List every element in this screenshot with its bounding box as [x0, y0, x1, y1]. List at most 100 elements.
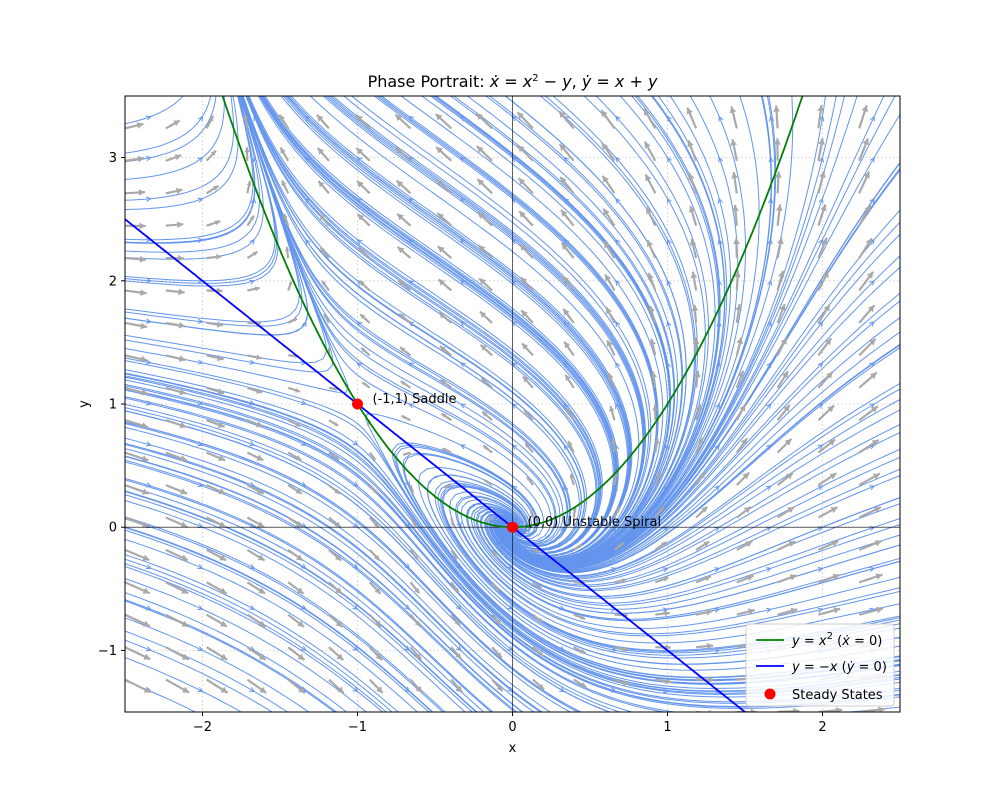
streamline	[125, 516, 446, 712]
vector-arrowhead	[609, 406, 615, 412]
streamline	[125, 477, 494, 712]
streamline-arrow	[559, 646, 566, 651]
streamline-arrow	[197, 359, 204, 365]
vector-arrowhead	[697, 438, 703, 445]
vector-arrowhead	[610, 439, 616, 445]
legend-entry-label-part: x	[818, 634, 827, 649]
legend-entry-label-part: (	[833, 634, 842, 649]
steady-state-points	[352, 398, 518, 533]
streamline-arrow	[408, 403, 415, 409]
streamline-arrow	[817, 607, 824, 613]
legend-entry-label-part: = 0)	[854, 660, 887, 675]
streamline	[125, 96, 212, 154]
vector-arrowhead	[355, 114, 363, 122]
streamline	[125, 96, 239, 211]
vector-arrowhead	[733, 237, 740, 245]
streamline	[125, 599, 338, 712]
vector-arrowhead	[689, 238, 697, 246]
vector-arrowhead	[862, 138, 869, 146]
streamline-arrow	[197, 237, 204, 244]
vector-arrowhead	[295, 521, 303, 528]
streamline-arrow	[198, 115, 204, 122]
vector-arrowhead	[864, 204, 871, 212]
vector-arrowhead	[296, 587, 304, 594]
vector-arrowhead	[143, 620, 150, 627]
vector-arrowhead	[606, 307, 612, 315]
legend-entry-label-part: y	[791, 634, 800, 649]
y-tick-label: −1	[98, 644, 117, 659]
x-tick-label: 0	[508, 720, 516, 735]
vector-arrowhead	[178, 355, 186, 362]
vector-arrowhead	[361, 348, 366, 353]
streamline	[309, 96, 640, 560]
streamline	[497, 96, 687, 564]
vector-arrowhead	[437, 246, 445, 253]
vector-arrowhead	[257, 554, 265, 561]
vector-arrowhead	[730, 139, 737, 146]
vector-arrowhead	[295, 488, 302, 494]
x-axis-label: x	[509, 741, 517, 756]
vector-arrowhead	[143, 686, 151, 693]
vector-arrowhead	[495, 586, 500, 592]
streamline	[488, 423, 900, 582]
vector-arrowhead	[736, 337, 744, 345]
chart-title-text-part: Phase Portrait:	[368, 72, 490, 91]
streamline	[496, 96, 885, 568]
vector-arrowhead	[455, 653, 462, 659]
streamline-arrow	[714, 485, 721, 491]
vector-arrowhead	[397, 213, 404, 221]
vector-arrowhead	[873, 506, 881, 513]
vector-arrowhead	[357, 214, 365, 221]
vector-arrowhead	[357, 181, 364, 188]
vector-arrowhead	[285, 246, 290, 252]
streamline-arrow	[145, 196, 152, 202]
chart-title-text-part: +	[624, 72, 648, 91]
y-tick-label: 3	[109, 151, 117, 166]
annotation-label: (0,0) Unstable Spiral	[528, 515, 662, 530]
vector-arrowhead	[177, 255, 185, 262]
vector-arrowhead	[650, 371, 657, 378]
vector-arrowhead	[649, 338, 656, 346]
streamline-arrow	[563, 403, 569, 409]
streamline	[479, 503, 900, 599]
vector-arrowhead	[660, 542, 667, 547]
annotations: (-1,1) Saddle (0,0) Unstable Spiral	[373, 392, 662, 530]
vector-arrowhead	[244, 147, 250, 153]
vector-arrowhead	[822, 271, 829, 279]
vector-arrowhead	[441, 413, 447, 418]
vector-arrowhead	[220, 620, 227, 627]
streamline-arrow	[352, 645, 359, 652]
vector-arrowhead	[412, 522, 417, 527]
legend-entry-label-part: 2	[827, 631, 833, 642]
streamline	[262, 96, 618, 557]
streamline	[125, 397, 668, 712]
streamline-arrow	[818, 197, 824, 204]
vector-arrowhead	[395, 147, 403, 155]
streamline-arrow	[869, 197, 875, 204]
vector-arrowhead	[334, 455, 339, 460]
vector-arrowhead	[337, 686, 344, 694]
streamline	[125, 538, 419, 712]
vector-arrowhead	[826, 371, 833, 379]
streamline-arrow	[197, 646, 204, 651]
vector-arrowhead	[487, 519, 490, 522]
vector-arrowhead	[451, 522, 455, 527]
streamline-arrow	[665, 361, 671, 368]
chart-title-text-part: ,	[572, 72, 582, 91]
vector-arrowhead	[621, 578, 627, 583]
vector-arrowhead	[435, 113, 443, 121]
streamline	[125, 442, 543, 712]
vector-arrowhead	[218, 454, 226, 462]
vector-arrowhead	[519, 211, 526, 218]
vector-arrowhead	[604, 241, 611, 249]
vector-arrowhead	[318, 181, 325, 188]
streamline	[125, 491, 477, 712]
vector-arrowhead	[317, 148, 325, 155]
streamline	[125, 656, 243, 712]
vector-arrowhead	[481, 378, 487, 384]
vector-arrowhead	[706, 642, 714, 650]
vector-arrowhead	[279, 114, 286, 122]
streamline-arrow	[717, 197, 723, 204]
streamline-arrow	[869, 362, 876, 368]
streamline-arrow	[197, 197, 204, 203]
